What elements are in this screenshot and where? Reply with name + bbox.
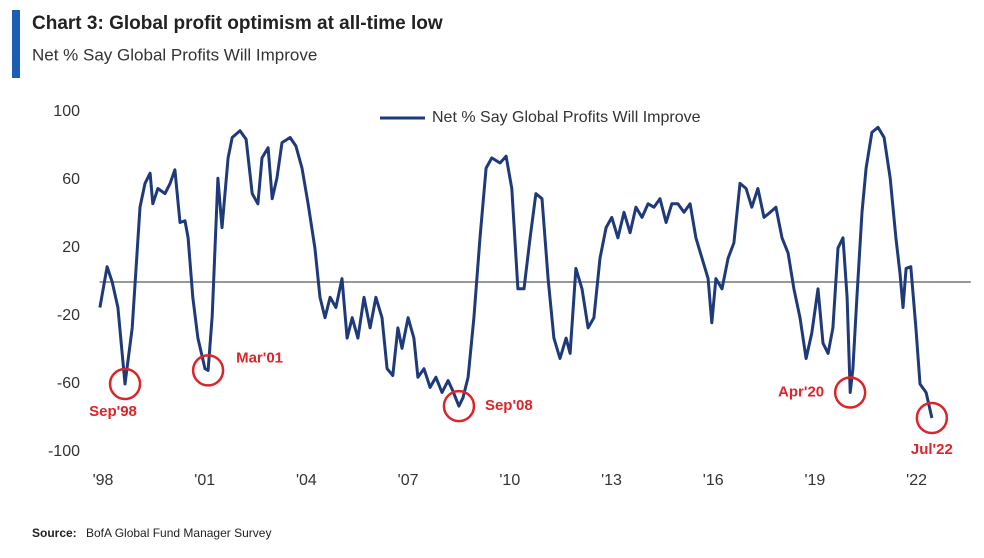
x-tick-label: '19 (804, 472, 825, 489)
y-tick-label: 60 (62, 171, 80, 188)
annotation-label: Sep'98 (89, 403, 137, 420)
y-tick-label: 100 (53, 103, 80, 120)
series-line (98, 125, 934, 419)
x-tick-label: '07 (398, 472, 419, 489)
annotation-circle (108, 367, 142, 401)
title-bar (12, 10, 20, 78)
x-tick-label: '01 (194, 472, 215, 489)
legend-label: Net % Say Global Profits Will Improve (432, 109, 701, 126)
x-tick-label: '98 (93, 472, 114, 489)
x-tick-label: '16 (703, 472, 724, 489)
annotation-label: Jul'22 (911, 441, 953, 458)
x-tick-label: '13 (601, 472, 622, 489)
annotation-circle (191, 354, 225, 387)
annotation-label: Sep'08 (485, 397, 533, 414)
x-tick-label: '22 (906, 472, 927, 489)
y-tick-label: -60 (57, 375, 80, 392)
source-label: Source: (32, 526, 77, 540)
y-tick-label: -20 (57, 307, 80, 324)
annotation-circle (442, 389, 476, 423)
chart-title: Chart 3: Global profit optimism at all-t… (32, 13, 443, 34)
x-tick-label: '04 (296, 472, 317, 489)
y-tick-label: -100 (48, 443, 80, 460)
annotation-label: Mar'01 (236, 349, 283, 366)
chart-subtitle: Net % Say Global Profits Will Improve (32, 45, 317, 64)
y-tick-label: 20 (62, 239, 80, 256)
annotation-circle (833, 376, 867, 409)
source: BofA Global Fund Manager Survey (86, 526, 271, 540)
annotation-label: Apr'20 (778, 383, 824, 400)
annotation-circle (915, 401, 949, 435)
x-tick-label: '10 (499, 472, 520, 489)
